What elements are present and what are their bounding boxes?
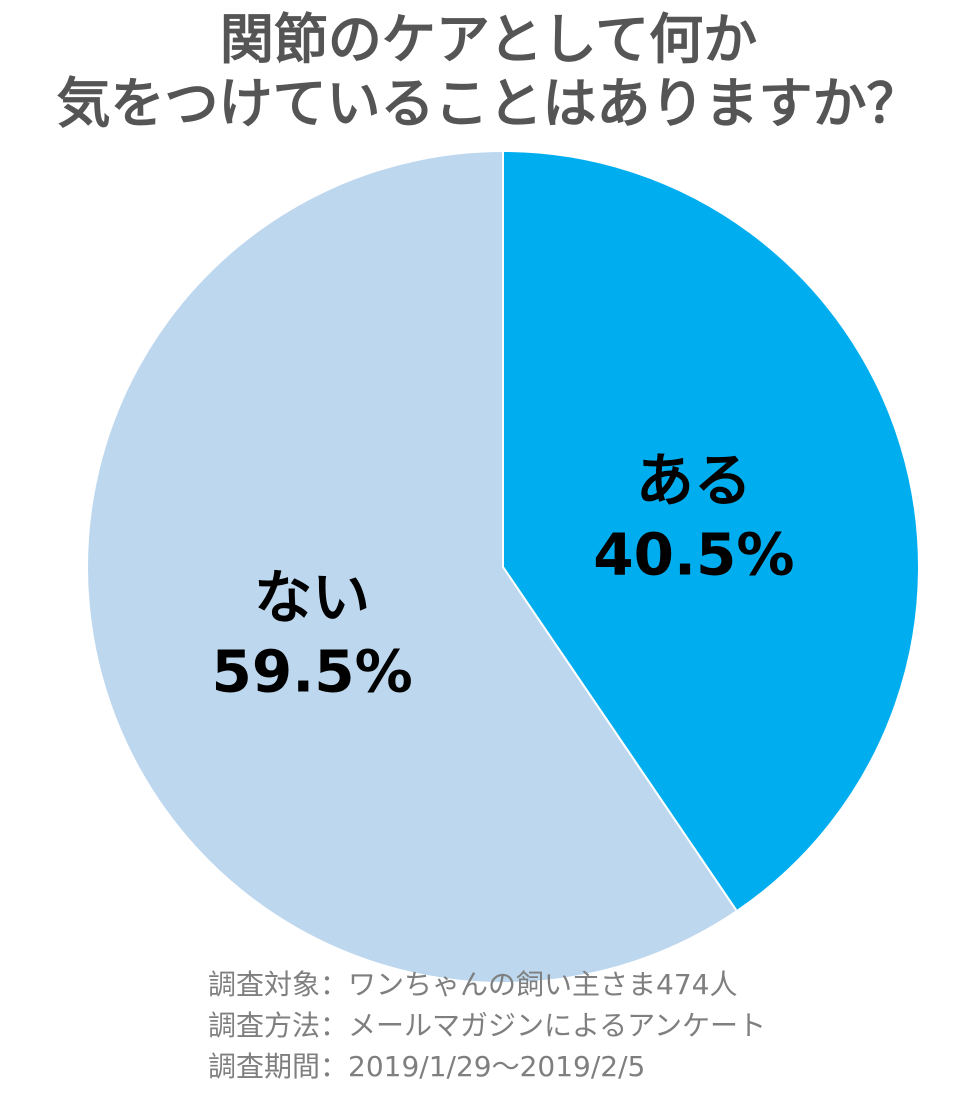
survey-notes: 調査対象：ワンちゃんの飼い主さま474人 調査方法：メールマガジンによるアンケー…	[208, 964, 766, 1087]
survey-period-note: 調査期間：2019/1/29～2019/2/5	[208, 1050, 646, 1083]
pie-slice-value-1: 59.5%	[212, 638, 413, 706]
survey-method-note: 調査方法：メールマガジンによるアンケート	[208, 1009, 767, 1042]
pie-slice-0	[502, 149, 920, 913]
pie-slice-1	[86, 149, 739, 984]
survey-target-note: 調査対象：ワンちゃんの飼い主さま474人	[208, 968, 738, 1001]
chart-title-line-2: 気をつけていることはありますか？	[56, 72, 921, 135]
chart-title-line-1: 関節のケアとして何か	[219, 8, 758, 71]
chart-title: 関節のケアとして何か 気をつけていることはありますか？	[0, 8, 977, 136]
pie-slice-label-0: ある	[636, 446, 752, 514]
pie-slice-value-0: 40.5%	[593, 520, 794, 588]
pie-slice-label-1: ない	[254, 564, 370, 632]
